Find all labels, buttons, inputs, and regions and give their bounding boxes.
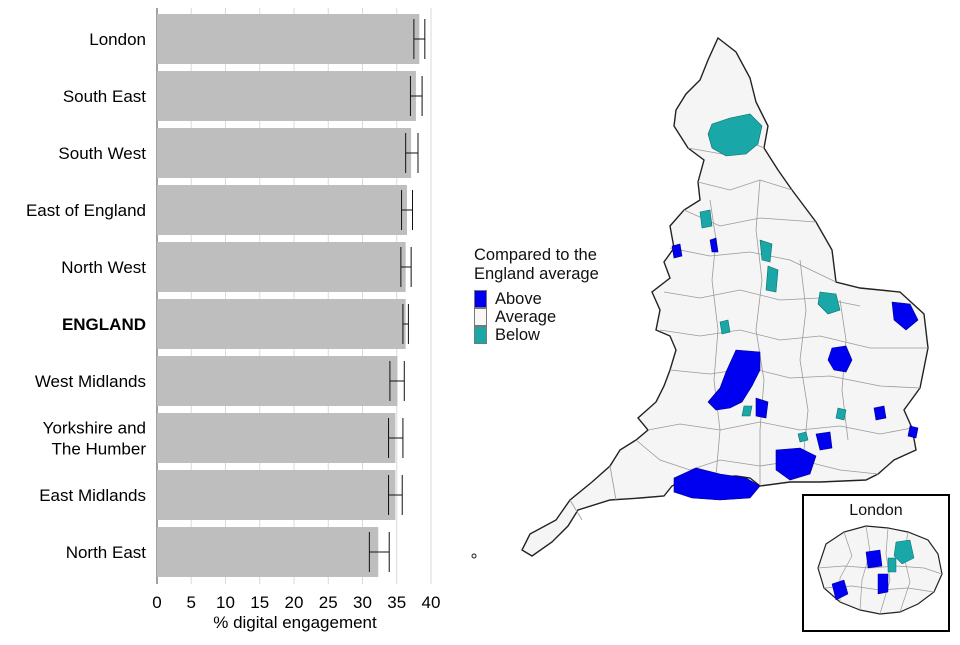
category-label: Yorkshire and The Humber xyxy=(43,419,147,459)
category-label: ENGLAND xyxy=(62,315,146,334)
category-label: London xyxy=(89,30,146,49)
x-tick-label: 10 xyxy=(216,593,235,612)
x-axis-label: % digital engagement xyxy=(213,613,377,632)
x-tick-labels: 0 5 10 15 20 25 30 35 40 xyxy=(152,593,440,612)
bar xyxy=(157,185,408,235)
category-label: South West xyxy=(58,144,146,163)
below-average-areas xyxy=(699,113,847,443)
england-map xyxy=(471,36,929,559)
london-map xyxy=(817,525,943,615)
category-label: East of England xyxy=(26,201,146,220)
scilly-isles xyxy=(471,553,477,559)
legend-swatch-below xyxy=(474,326,487,344)
category-label: East Midlands xyxy=(39,486,146,505)
london-inset: London xyxy=(802,494,950,632)
map-legend: Compared to the England average Above Av… xyxy=(474,246,599,344)
legend-title: Compared to the England average xyxy=(474,246,599,283)
legend-swatch-above xyxy=(474,290,487,308)
legend-label: Average xyxy=(495,307,557,326)
category-label: North East xyxy=(66,543,147,562)
bar xyxy=(157,242,406,292)
london-above-areas xyxy=(831,549,889,601)
bar xyxy=(157,299,406,349)
legend-item-below: Below xyxy=(474,326,599,344)
bar xyxy=(157,470,396,520)
bar xyxy=(157,413,396,463)
london-outline xyxy=(817,525,943,615)
x-tick-label: 25 xyxy=(319,593,338,612)
bar xyxy=(157,128,412,178)
category-label: North West xyxy=(61,258,146,277)
bar-chart: London South East South West East of Englan… xyxy=(26,8,440,632)
bar xyxy=(157,527,379,577)
x-tick-label: 0 xyxy=(152,593,161,612)
legend-label: Below xyxy=(495,325,540,344)
category-label: West Midlands xyxy=(35,372,146,391)
x-tick-label: 40 xyxy=(422,593,441,612)
london-below-areas xyxy=(887,539,915,573)
category-labels: London South East South West East of Englan… xyxy=(26,30,146,562)
england-map-panel xyxy=(460,30,960,640)
x-tick-label: 15 xyxy=(250,593,269,612)
bars xyxy=(157,14,426,577)
england-outline xyxy=(521,36,929,557)
x-tick-label: 35 xyxy=(387,593,406,612)
legend-item-above: Above xyxy=(474,290,599,308)
x-tick-label: 5 xyxy=(187,593,196,612)
above-average-areas xyxy=(671,237,919,501)
x-tick-label: 20 xyxy=(285,593,304,612)
bar xyxy=(157,356,398,406)
legend-item-average: Average xyxy=(474,308,599,326)
legend-swatch-average xyxy=(474,308,487,326)
x-tick-label: 30 xyxy=(353,593,372,612)
bar xyxy=(157,14,420,64)
inset-title: London xyxy=(849,502,903,519)
bar xyxy=(157,71,416,121)
legend-label: Above xyxy=(495,289,542,308)
category-label: South East xyxy=(63,87,146,106)
district-boundaries xyxy=(569,141,928,521)
